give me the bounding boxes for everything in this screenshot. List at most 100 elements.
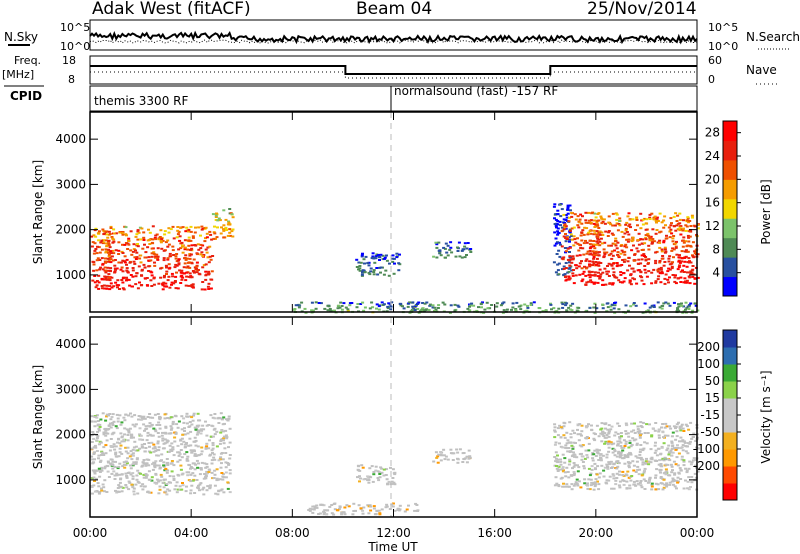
echo-cell: [120, 490, 124, 493]
echo-cell: [615, 477, 619, 479]
echo-cell: [226, 234, 230, 237]
echo-cell: [337, 304, 340, 307]
echo-cell: [142, 236, 146, 239]
echo-cell: [632, 483, 636, 486]
echo-cell: [671, 237, 675, 240]
colorbar-tick-label: 20: [705, 172, 720, 186]
echo-cell: [624, 422, 628, 425]
echo-cell: [158, 427, 162, 430]
echo-cell: [584, 267, 588, 270]
echo-cell: [147, 256, 151, 259]
echo-cell: [340, 305, 344, 307]
echo-cell: [611, 447, 615, 450]
echo-cell: [123, 419, 127, 422]
echo-cell: [222, 228, 225, 231]
echo-cell: [686, 487, 690, 490]
echo-cell: [147, 270, 151, 272]
echo-cell: [618, 480, 622, 483]
echo-cell: [634, 471, 638, 473]
echo-cell: [696, 276, 700, 279]
echo-cell: [644, 234, 648, 237]
echo-cell: [562, 265, 566, 268]
echo-cell: [668, 276, 671, 279]
echo-cell: [468, 455, 472, 458]
echo-cell: [103, 465, 107, 468]
echo-cell: [90, 245, 94, 248]
echo-cell: [115, 427, 119, 430]
echo-cell: [356, 468, 360, 471]
echo-cell: [381, 254, 385, 257]
echo-cell: [104, 444, 108, 447]
echo-cell: [134, 423, 138, 426]
echo-cell: [100, 454, 103, 456]
echo-cell: [558, 241, 561, 244]
echo-cell: [196, 253, 199, 256]
echo-cell: [634, 438, 638, 441]
echo-cell: [386, 482, 390, 485]
echo-cell: [114, 268, 117, 271]
echo-cell: [444, 256, 447, 259]
echo-cell: [92, 433, 96, 435]
echo-cell: [154, 430, 158, 433]
echo-cell: [355, 266, 359, 268]
echo-cell: [613, 434, 617, 437]
echo-cell: [206, 256, 210, 259]
echo-cell: [572, 465, 576, 468]
echo-cell: [588, 271, 592, 274]
echo-cell: [162, 478, 166, 481]
echo-cell: [648, 423, 651, 426]
echo-cell: [674, 274, 677, 277]
echo-cell: [133, 414, 137, 417]
echo-cell: [205, 251, 209, 254]
echo-cell: [593, 481, 597, 484]
echo-cell: [649, 461, 653, 464]
echo-cell: [193, 271, 196, 274]
echo-cell: [96, 245, 99, 248]
echo-cell: [636, 250, 640, 253]
colorbar-tick-label: 12: [705, 219, 720, 233]
echo-cell: [568, 451, 572, 453]
echo-cell: [678, 212, 682, 215]
echo-cell: [355, 306, 359, 309]
echo-cell: [129, 249, 133, 252]
echo-cell: [559, 458, 562, 461]
echo-cell: [553, 203, 557, 206]
echo-cell: [623, 462, 627, 465]
echo-cell: [564, 225, 568, 228]
echo-cell: [112, 443, 116, 446]
echo-cell: [361, 512, 365, 515]
echo-cell: [382, 273, 386, 276]
echo-cell: [619, 445, 623, 447]
echo-cell: [166, 258, 170, 261]
echo-cell: [189, 489, 193, 492]
echo-cell: [197, 272, 201, 275]
echo-cell: [682, 464, 686, 467]
echo-cell: [199, 243, 203, 246]
echo-cell: [152, 277, 156, 280]
echo-cell: [648, 239, 652, 242]
echo-cell: [162, 281, 166, 284]
echo-cell: [199, 432, 203, 435]
echo-cell: [663, 434, 667, 437]
echo-cell: [380, 508, 384, 511]
echo-cell: [150, 424, 154, 427]
colorbar-swatch: [723, 364, 737, 382]
echo-cell: [155, 454, 159, 457]
echo-cell: [109, 250, 113, 253]
echo-cell: [398, 508, 402, 511]
echo-cell: [665, 458, 669, 461]
echo-cell: [650, 240, 654, 243]
echo-cell: [470, 302, 474, 305]
echo-cell: [674, 212, 678, 215]
echo-cell: [592, 222, 596, 225]
echo-cell: [199, 467, 203, 470]
echo-cell: [187, 228, 191, 231]
echo-cell: [585, 426, 589, 429]
echo-cell: [668, 483, 672, 486]
echo-cell: [575, 482, 579, 485]
echo-cell: [130, 433, 134, 436]
echo-cell: [180, 437, 184, 440]
echo-cell: [378, 512, 382, 515]
echo-cell: [581, 461, 585, 463]
echo-cell: [211, 442, 215, 444]
